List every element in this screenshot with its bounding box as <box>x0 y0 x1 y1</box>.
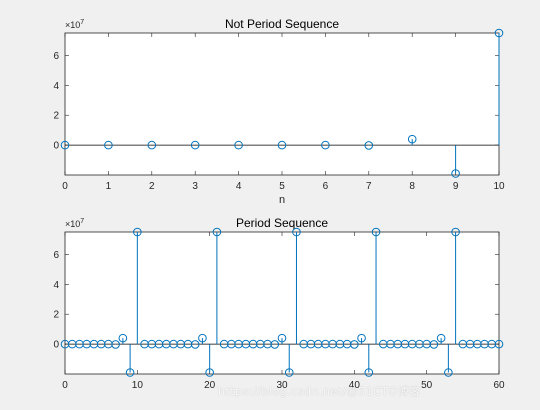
x-tick-label: 60 <box>493 380 505 391</box>
stem-marker <box>444 368 453 377</box>
x-tick-label: 4 <box>236 181 242 192</box>
stem-marker <box>429 340 439 349</box>
stem-marker <box>451 169 460 178</box>
y-tick-label: 4 <box>53 280 59 291</box>
y-tick-label: 2 <box>53 310 59 321</box>
stem-marker <box>364 368 374 377</box>
y-tick-label: 0 <box>53 141 59 152</box>
y-tick-label: 6 <box>53 250 59 261</box>
stem-marker <box>270 340 280 349</box>
stem-marker <box>407 134 417 144</box>
watermark: https://blog.csdn.net/@51CTO博客 <box>218 385 421 398</box>
stem-marker <box>205 368 214 377</box>
stem-marker <box>292 227 301 237</box>
stem-marker <box>284 368 294 377</box>
stem-marker <box>436 333 446 343</box>
x-tick-label: 7 <box>366 181 372 192</box>
x-tick-label: 10 <box>132 380 144 391</box>
chart-panel-1: 0 1 2 3 4 5 6 7 8 9 10 0 2 4 6 ×107 Not Period Sequence n <box>53 17 505 206</box>
x-tick-label: 0 <box>62 380 68 391</box>
x-tick-label: 6 <box>323 181 329 192</box>
chart-title: Period Sequence <box>236 216 328 230</box>
x-tick-label: 50 <box>421 380 433 391</box>
y-exponent-label: ×107 <box>65 218 84 229</box>
stem-marker <box>60 140 70 150</box>
stem-marker <box>321 140 330 150</box>
x-tick-label: 5 <box>279 181 285 192</box>
stem-marker <box>125 368 135 377</box>
stem-marker <box>350 340 359 349</box>
stem-marker <box>371 227 381 237</box>
chart-title: Not Period Sequence <box>225 17 339 31</box>
x-tick-label: 0 <box>62 181 68 192</box>
x-tick-label: 40 <box>349 380 361 391</box>
stem-marker <box>190 140 200 150</box>
stem-marker <box>147 140 157 150</box>
stem-marker <box>494 28 504 38</box>
y-tick-label: 4 <box>53 81 59 92</box>
stem-marker <box>111 340 120 349</box>
stem-marker <box>364 141 374 150</box>
stem-marker <box>198 333 207 343</box>
stem-marker <box>104 140 113 150</box>
y-tick-label: 0 <box>53 340 59 351</box>
stem-marker <box>190 340 200 349</box>
x-tick-label: 30 <box>276 380 288 391</box>
x-tick-label: 2 <box>149 181 155 192</box>
stem-marker <box>118 333 128 343</box>
x-tick-label: 8 <box>409 181 415 192</box>
y-tick-label: 2 <box>53 111 59 122</box>
x-tick-label: 10 <box>493 181 505 192</box>
stem-marker <box>234 140 243 150</box>
y-exponent-label: ×107 <box>65 19 84 30</box>
plot-area <box>64 32 500 176</box>
chart-panel-2: 0 10 20 30 40 50 60 0 2 4 6 ×107 Period Sequence <box>53 216 505 391</box>
stem-marker <box>133 227 142 237</box>
x-tick-label: 9 <box>453 181 459 192</box>
y-tick-label: 6 <box>53 51 59 62</box>
stem-marker <box>451 227 460 237</box>
stem-marker <box>277 333 287 343</box>
x-tick-label: 20 <box>204 380 216 391</box>
x-tick-label: 1 <box>106 181 112 192</box>
stem-marker <box>277 140 287 150</box>
stem-marker <box>212 227 222 237</box>
stem-marker <box>357 333 366 343</box>
x-axis-label: n <box>279 194 285 206</box>
stem-marker <box>494 339 504 349</box>
x-tick-label: 3 <box>192 181 198 192</box>
